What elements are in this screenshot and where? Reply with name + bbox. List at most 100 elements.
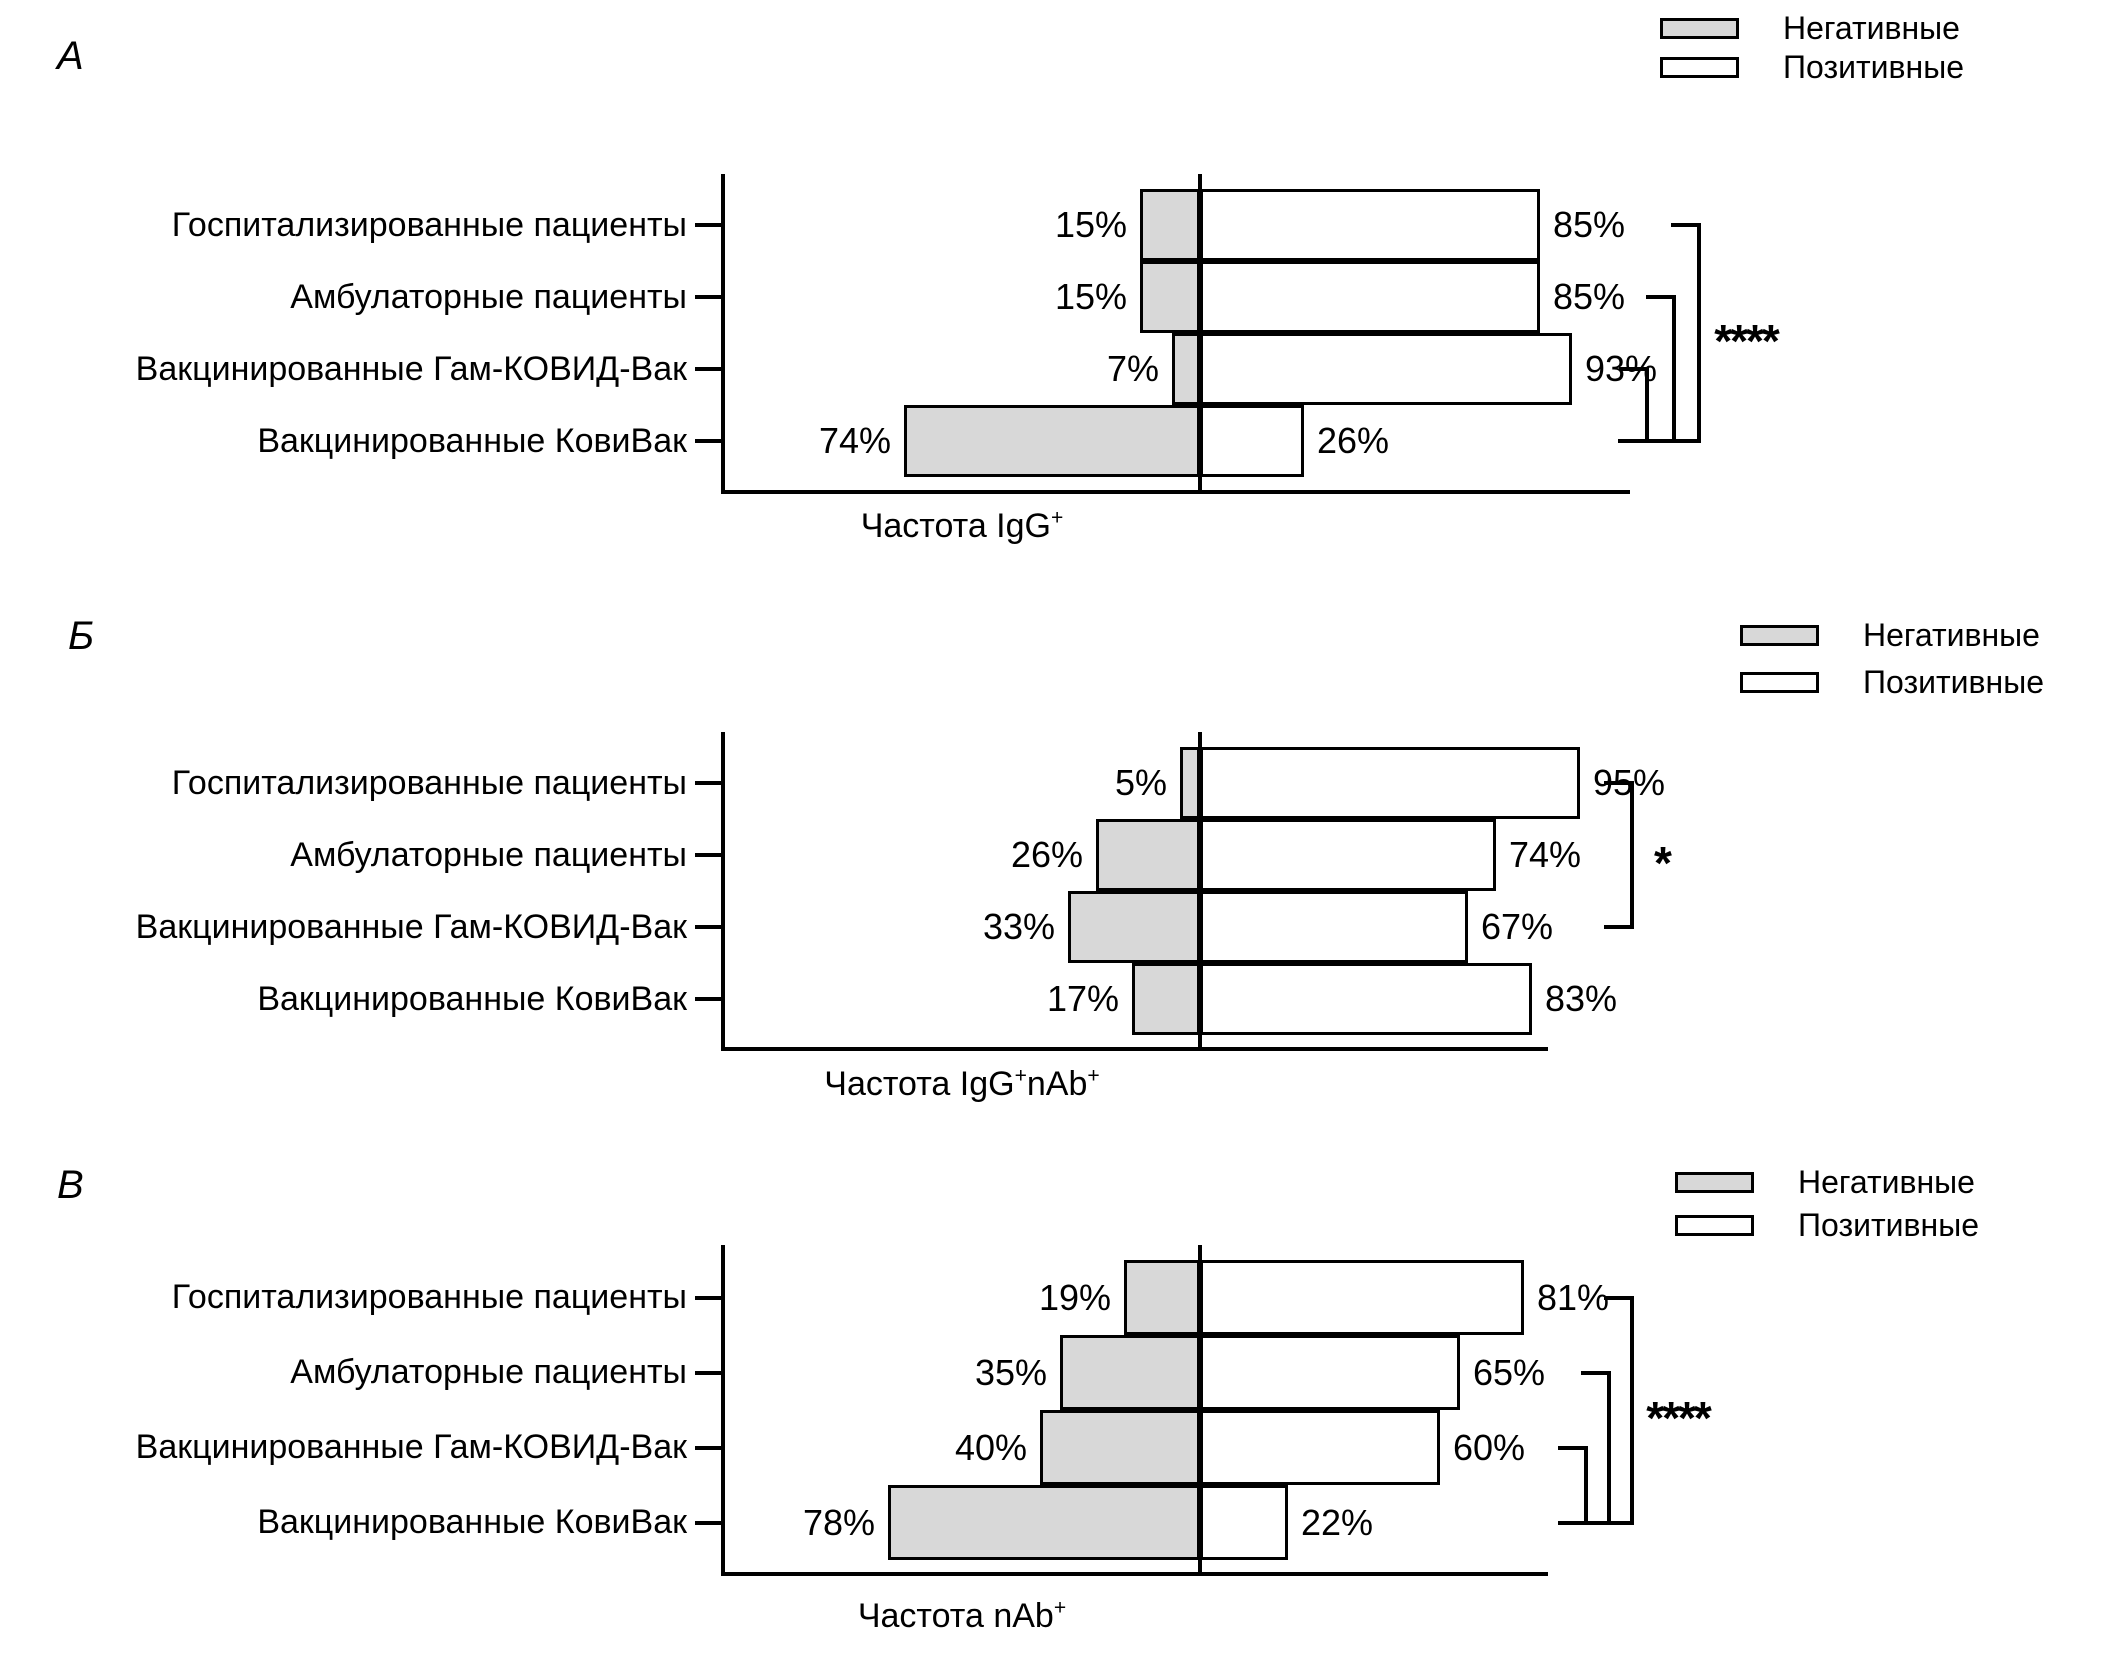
category-label: Вакцинированные КовиВак: [257, 979, 687, 1018]
negative-value-label: 7%: [1106, 348, 1159, 389]
significance-bracket-vertical: [1630, 781, 1634, 929]
positive-bar: [1200, 261, 1540, 333]
negative-value-label: 78%: [802, 1501, 875, 1543]
significance-bracket-vertical: [1607, 1370, 1611, 1525]
zero-line: [1198, 1245, 1202, 1572]
positive-value-label: 83%: [1545, 978, 1618, 1019]
negative-value-label: 26%: [1010, 834, 1083, 875]
significance-bracket-stub: [1604, 781, 1630, 785]
category-tick: [695, 925, 725, 929]
positive-bar: [1200, 405, 1304, 477]
zero-line: [1198, 732, 1202, 1047]
category-tick: [695, 367, 725, 371]
negative-swatch: [1675, 1171, 1754, 1193]
negative-bar: [1040, 1410, 1200, 1485]
category-label: Вакцинированные Гам-КОВИД-Вак: [135, 349, 687, 388]
legend-item-positive: Позитивные: [1740, 664, 2044, 700]
significance-bracket-stub: [1619, 367, 1645, 371]
legend-label-positive: Позитивные: [1783, 48, 1964, 85]
legend-item-positive: Позитивные: [1675, 1207, 1979, 1243]
category-label: Вакцинированные КовиВак: [257, 421, 687, 460]
category-tick: [695, 1370, 725, 1375]
significance-bracket-vertical: [1584, 1445, 1588, 1525]
category-label: Вакцинированные КовиВак: [257, 1503, 687, 1541]
negative-bar: [1068, 891, 1200, 963]
y-axis-line: [721, 732, 725, 1051]
legend-item-negative: Негативные: [1660, 10, 1964, 46]
negative-value-label: 15%: [1054, 276, 1127, 317]
positive-swatch: [1660, 56, 1739, 78]
significance-bracket-vertical: [1630, 1295, 1634, 1525]
category-label: Госпитализированные пациенты: [171, 1278, 687, 1316]
category-label: Амбулаторные пациенты: [290, 835, 687, 874]
x-axis-label-panel-a: Частота IgG+: [860, 506, 1064, 545]
positive-value-label: 85%: [1553, 276, 1626, 317]
positive-bar: [1200, 189, 1540, 261]
significance-bracket-stub: [1558, 1445, 1584, 1450]
category-label: Вакцинированные Гам-КОВИД-Вак: [135, 1428, 687, 1466]
positive-bar: [1200, 1485, 1288, 1560]
negative-bar: [1124, 1260, 1200, 1335]
x-axis-label-superscript: +: [1014, 1064, 1027, 1088]
significance-stars: ****: [1646, 1392, 1712, 1444]
y-axis-line: [721, 1245, 725, 1576]
category-tick: [695, 223, 725, 227]
positive-swatch: [1675, 1214, 1754, 1236]
category-label: Амбулаторные пациенты: [290, 1353, 687, 1391]
positive-value-label: 67%: [1481, 906, 1554, 947]
significance-bracket-stub: [1646, 295, 1672, 299]
positive-bar: [1200, 747, 1580, 819]
x-axis-label-superscript: +: [1087, 1064, 1100, 1088]
legend-label-negative: Негативные: [1863, 616, 2040, 653]
x-axis-line: [721, 1047, 1548, 1051]
x-axis-label-superscript: +: [1050, 506, 1064, 530]
negative-value-label: 15%: [1054, 204, 1127, 245]
positive-value-label: 26%: [1317, 420, 1390, 461]
y-axis-line: [721, 174, 725, 494]
negative-value-label: 33%: [982, 906, 1055, 947]
category-tick: [695, 295, 725, 299]
significance-bracket-vertical: [1645, 367, 1649, 443]
zero-line: [1198, 174, 1202, 490]
positive-value-label: 85%: [1553, 204, 1626, 245]
x-axis-label-panel-v: Частота nAb+: [857, 1596, 1067, 1635]
category-tick: [695, 781, 725, 785]
positive-swatch: [1740, 671, 1819, 693]
positive-value-label: 81%: [1537, 1276, 1610, 1318]
negative-bar: [1132, 963, 1200, 1035]
negative-bar: [1060, 1335, 1200, 1410]
negative-value-label: 35%: [974, 1351, 1047, 1393]
legend-panel-v: Негативные Позитивные: [1675, 1164, 1979, 1243]
significance-bracket-stub: [1604, 925, 1630, 929]
legend-label-negative: Негативные: [1783, 9, 1960, 46]
significance-bracket-stub: [1671, 223, 1697, 227]
category-label: Амбулаторные пациенты: [290, 277, 687, 316]
significance-bracket-stub: [1604, 1295, 1630, 1300]
significance-bracket-vertical: [1672, 295, 1676, 443]
legend-label-positive: Позитивные: [1863, 663, 2044, 700]
category-tick: [695, 1295, 725, 1300]
positive-bar: [1200, 819, 1496, 891]
positive-bar: [1200, 1410, 1440, 1485]
negative-bar: [1096, 819, 1200, 891]
negative-value-label: 40%: [954, 1426, 1027, 1468]
negative-value-label: 5%: [1114, 762, 1167, 803]
category-tick: [695, 439, 725, 443]
category-label: Госпитализированные пациенты: [171, 205, 687, 244]
positive-bar: [1200, 1260, 1524, 1335]
negative-bar: [888, 1485, 1200, 1560]
positive-bar: [1200, 333, 1572, 405]
legend-label-positive: Позитивные: [1798, 1206, 1979, 1243]
panel-b-letter: Б: [68, 614, 95, 658]
negative-bar: [1180, 747, 1200, 819]
x-axis-label-panel-b: Частота IgG+nAb+: [824, 1064, 1100, 1103]
category-label: Вакцинированные Гам-КОВИД-Вак: [135, 907, 687, 946]
negative-bar: [1140, 189, 1200, 261]
significance-stars: *: [1654, 837, 1672, 889]
significance-bracket-base: [1558, 1520, 1634, 1525]
legend-item-negative: Негативные: [1740, 617, 2044, 653]
positive-bar: [1200, 1335, 1460, 1410]
positive-value-label: 22%: [1301, 1501, 1374, 1543]
legend-item-negative: Негативные: [1675, 1164, 1979, 1200]
negative-bar: [1172, 333, 1200, 405]
